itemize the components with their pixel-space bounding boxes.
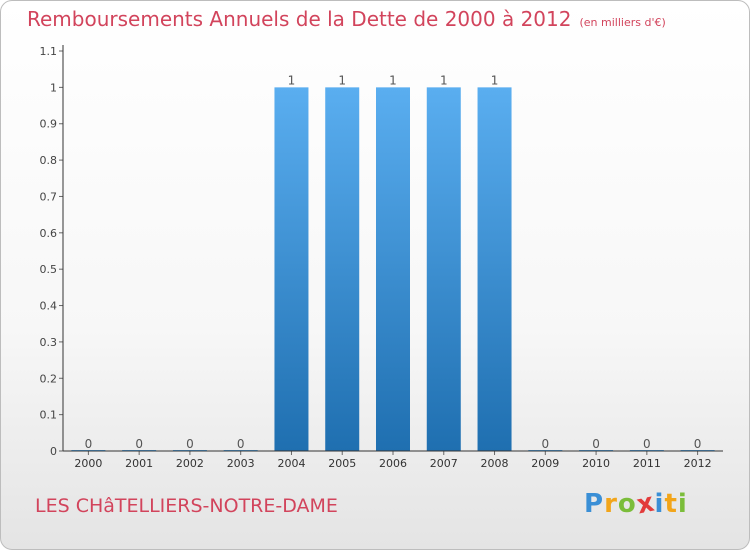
x-tick-label: 2005 bbox=[328, 457, 356, 470]
y-tick-label: 0.2 bbox=[40, 372, 58, 385]
x-tick-label: 2010 bbox=[582, 457, 610, 470]
x-tick-label: 2009 bbox=[531, 457, 559, 470]
bar bbox=[376, 87, 410, 451]
chart-title-text: Remboursements Annuels de la Dette de 20… bbox=[27, 7, 572, 31]
bar-value-label: 1 bbox=[389, 73, 397, 87]
bar-value-label: 1 bbox=[440, 73, 448, 87]
bar bbox=[477, 87, 512, 451]
x-tick-label: 2003 bbox=[227, 457, 255, 470]
y-tick-label: 0.8 bbox=[40, 154, 58, 167]
x-tick-label: 2006 bbox=[379, 457, 407, 470]
bar-value-label: 1 bbox=[491, 73, 499, 87]
y-tick-label: 0 bbox=[50, 445, 57, 458]
y-tick-label: 0.6 bbox=[40, 227, 58, 240]
x-axis-ticks: 2000 2001 2002 2003 2004 2005 2006 2007 2008 2009… bbox=[74, 451, 712, 470]
bar-value-label: 0 bbox=[186, 437, 194, 451]
y-tick-label: 1.1 bbox=[40, 45, 58, 58]
bar-value-label: 0 bbox=[135, 437, 143, 451]
x-tick-label: 2011 bbox=[633, 457, 661, 470]
bar bbox=[325, 87, 360, 451]
proxiti-logo: Proxiti bbox=[584, 487, 688, 520]
bar-value-label: 1 bbox=[338, 73, 346, 87]
y-tick-label: 0.1 bbox=[40, 409, 58, 422]
logo-letter: P bbox=[584, 489, 605, 519]
y-tick-label: 1 bbox=[50, 81, 57, 94]
x-tick-label: 2000 bbox=[74, 457, 102, 470]
x-tick-label: 2012 bbox=[684, 457, 712, 470]
y-axis-ticks: 0 0.1 0.2 0.3 0.4 0.5 0.6 0.7 0.8 0.9 1 1.1 bbox=[40, 45, 63, 458]
chart-title: Remboursements Annuels de la Dette de 20… bbox=[27, 7, 666, 31]
bar bbox=[426, 87, 461, 451]
logo-letter: o bbox=[617, 489, 637, 519]
bar-value-label: 1 bbox=[288, 73, 296, 87]
y-tick-label: 0.5 bbox=[40, 263, 58, 276]
bar-value-label: 0 bbox=[237, 437, 245, 451]
y-tick-label: 0.4 bbox=[40, 300, 58, 313]
x-tick-label: 2007 bbox=[430, 457, 458, 470]
x-tick-label: 2001 bbox=[125, 457, 153, 470]
y-tick-label: 0.7 bbox=[40, 190, 58, 203]
bar bbox=[274, 87, 309, 451]
logo-letter: i bbox=[654, 489, 665, 519]
y-tick-label: 0.3 bbox=[40, 336, 58, 349]
logo-letter: t bbox=[664, 489, 678, 519]
bar-value-label: 0 bbox=[694, 437, 702, 451]
bars: 0 0 0 0 1 1 1 1 1 0 0 0 0 bbox=[71, 73, 715, 451]
y-tick-label: 0.9 bbox=[40, 118, 58, 131]
bar-value-label: 0 bbox=[592, 437, 600, 451]
bar-value-label: 0 bbox=[643, 437, 651, 451]
chart-unit: (en milliers d'€) bbox=[579, 16, 666, 29]
logo-letter: r bbox=[604, 489, 618, 519]
bar-value-label: 0 bbox=[541, 437, 549, 451]
commune-name: LES CHâTELLIERS-NOTRE-DAME bbox=[35, 495, 338, 517]
x-tick-label: 2004 bbox=[277, 457, 305, 470]
bar-value-label: 0 bbox=[85, 437, 93, 451]
logo-letter: i bbox=[677, 489, 688, 519]
x-tick-label: 2008 bbox=[481, 457, 509, 470]
x-tick-label: 2002 bbox=[176, 457, 204, 470]
